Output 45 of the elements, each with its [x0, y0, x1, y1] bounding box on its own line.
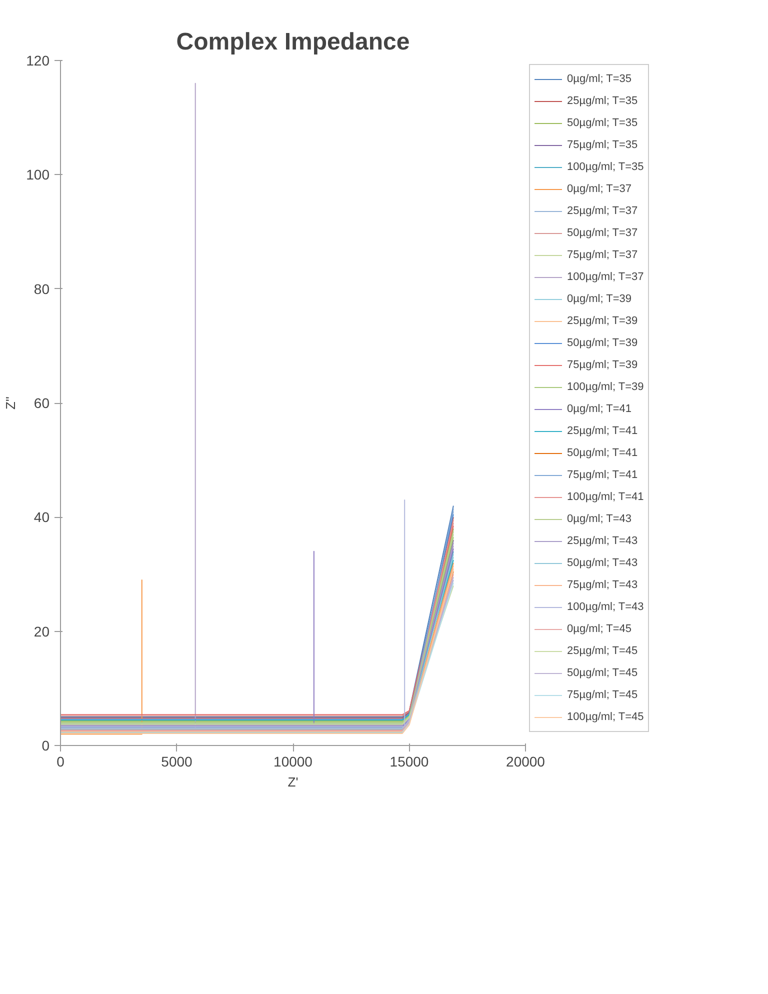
y-tick-label: 80 — [34, 280, 50, 297]
legend-label: 75µg/ml; T=45 — [567, 688, 638, 703]
legend-label: 100µg/ml; T=45 — [567, 710, 644, 725]
x-axis-title: Z' — [288, 774, 298, 790]
legend-label: 0µg/ml; T=37 — [567, 182, 632, 197]
legend-label: 75µg/ml; T=41 — [567, 468, 638, 483]
legend-label: 25µg/ml; T=45 — [567, 644, 638, 659]
x-tick-label: 20000 — [506, 754, 546, 770]
legend-label: 50µg/ml; T=43 — [567, 556, 638, 571]
y-tick-label: 40 — [34, 509, 50, 526]
legend-label: 25µg/ml; T=41 — [567, 424, 638, 439]
legend-label: 25µg/ml; T=39 — [567, 314, 638, 329]
legend-label: 100µg/ml; T=35 — [567, 160, 644, 175]
y-tick-label: 20 — [34, 623, 50, 640]
y-tick-label: 120 — [26, 52, 50, 68]
legend-label: 100µg/ml; T=37 — [567, 270, 644, 285]
legend-label: 100µg/ml; T=43 — [567, 600, 644, 615]
legend-label: 0µg/ml; T=39 — [567, 292, 632, 307]
legend-label: 75µg/ml; T=35 — [567, 138, 638, 153]
legend-label: 50µg/ml; T=39 — [567, 336, 638, 351]
chart-title: Complex Impedance — [176, 28, 410, 56]
legend-label: 0µg/ml; T=35 — [567, 72, 632, 87]
legend-label: 25µg/ml; T=37 — [567, 204, 638, 219]
x-tick-label: 5000 — [161, 754, 193, 770]
x-tick-label: 0 — [56, 754, 65, 770]
legend-label: 50µg/ml; T=45 — [567, 666, 638, 681]
legend-label: 50µg/ml; T=41 — [567, 446, 638, 461]
y-tick-label: 100 — [26, 166, 50, 183]
legend-label: 75µg/ml; T=43 — [567, 578, 638, 593]
legend-label: 25µg/ml; T=35 — [567, 94, 638, 109]
x-tick-label: 10000 — [274, 754, 313, 770]
legend-label: 0µg/ml; T=41 — [567, 402, 632, 417]
legend-label: 100µg/ml; T=39 — [567, 380, 644, 395]
legend-label: 100µg/ml; T=41 — [567, 490, 644, 505]
legend-label: 75µg/ml; T=37 — [567, 248, 638, 263]
legend-label: 50µg/ml; T=35 — [567, 116, 638, 131]
x-tick-label: 15000 — [390, 754, 429, 770]
y-tick-label: 0 — [42, 738, 50, 754]
y-tick-label: 60 — [34, 395, 50, 411]
legend-label: 25µg/ml; T=43 — [567, 534, 638, 549]
legend-label: 0µg/ml; T=43 — [567, 512, 632, 527]
legend-label: 0µg/ml; T=45 — [567, 622, 632, 637]
legend-label: 75µg/ml; T=39 — [567, 358, 638, 373]
legend-label: 50µg/ml; T=37 — [567, 226, 638, 241]
y-axis-title: Z'' — [3, 396, 18, 410]
